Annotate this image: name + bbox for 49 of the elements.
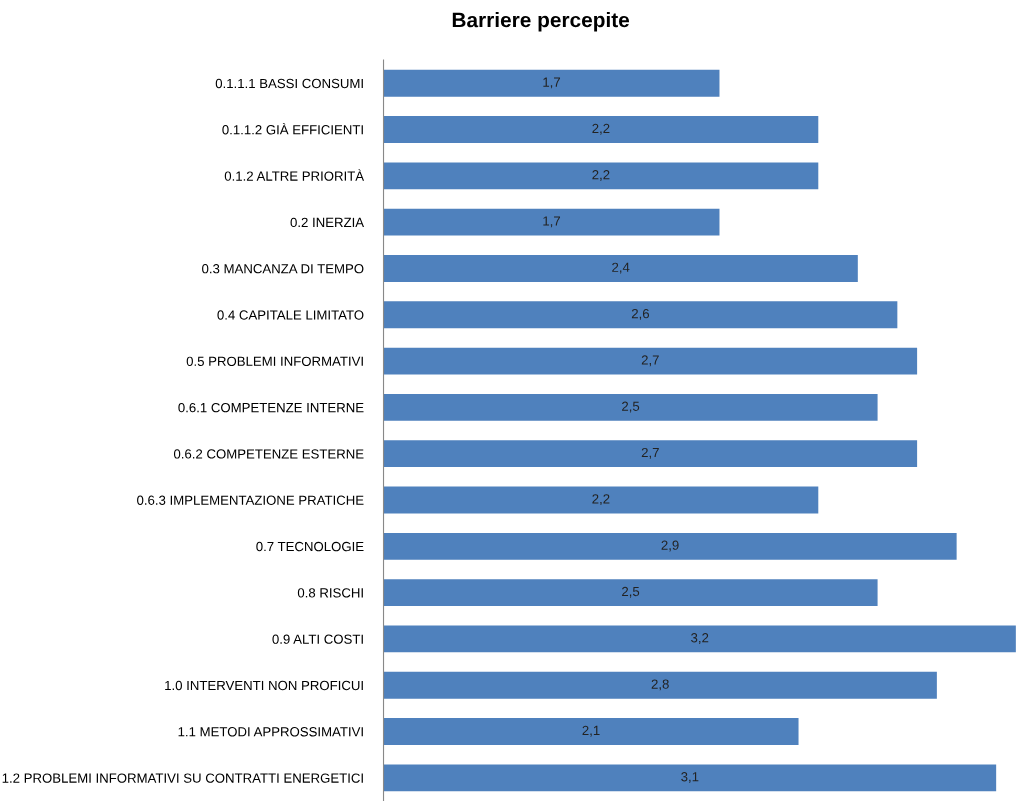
y-tick-label: 0.5 PROBLEMI INFORMATIVI (186, 356, 363, 366)
data-label: 2,2 (592, 494, 610, 506)
bar (383, 532, 957, 560)
data-label: 2,7 (641, 355, 659, 367)
bar (383, 347, 918, 375)
data-label: 1,7 (543, 77, 561, 89)
y-tick-label: 0.6.3 IMPLEMENTAZIONE PRATICHE (137, 495, 364, 505)
y-tick-label: 1.2 PROBLEMI INFORMATIVI SU CONTRATTI ENERGETICI (2, 773, 363, 783)
data-label: 3,2 (691, 633, 709, 645)
chart-title: Barriere percepite (452, 12, 630, 32)
bar (383, 718, 799, 745)
y-tick-label: 0.1.1.1 BASSI CONSUMI (215, 78, 363, 89)
data-label: 2,6 (631, 308, 650, 320)
y-tick-label: 0.1.1.2 GIÀ EFFICIENTI (222, 122, 363, 135)
y-tick-label: 0.4 CAPITALE LIMITATO (217, 310, 364, 320)
data-label: 2,1 (582, 725, 600, 737)
bar (383, 116, 819, 143)
bar (383, 671, 937, 699)
data-label: 1,7 (543, 216, 561, 228)
bar (383, 69, 720, 97)
data-label: 2,2 (592, 123, 610, 135)
data-label: 2,5 (622, 586, 640, 598)
bar (383, 208, 720, 236)
data-label: 2,4 (612, 262, 630, 274)
data-label: 2,2 (592, 170, 610, 181)
data-label: 2,8 (651, 679, 669, 691)
data-label: 3,1 (681, 772, 699, 783)
y-tick-label: 0.6.2 COMPETENZE ESTERNE (173, 449, 364, 459)
bar (383, 255, 858, 282)
bar (383, 764, 997, 792)
data-label: 2,9 (661, 540, 679, 552)
bar (383, 579, 878, 607)
bar (383, 625, 1016, 653)
y-tick-label: 0.8 RISCHI (297, 588, 363, 598)
y-tick-label: 1.0 INTERVENTI NON PROFICUI (165, 680, 363, 691)
y-tick-label: 0.1.2 ALTRE PRIORITÀ (224, 169, 365, 181)
y-tick-label: 1.1 METODI APPROSSIMATIVI (178, 727, 363, 737)
bar (383, 486, 819, 514)
bar (383, 393, 878, 421)
y-tick-label: 0.7 TECNOLOGIE (256, 541, 364, 552)
bar (383, 440, 918, 468)
data-label: 2,7 (641, 447, 659, 459)
y-tick-label: 0.3 MANCANZA DI TEMPO (202, 264, 364, 274)
y-tick-label: 0.6.1 COMPETENZE INTERNE (178, 402, 364, 413)
data-label: 2,5 (622, 401, 640, 413)
y-tick-label: 0.2 INERZIA (290, 217, 365, 228)
y-tick-label: 0.9 ALTI COSTI (272, 634, 363, 644)
bar (383, 162, 819, 190)
bar (383, 301, 898, 329)
